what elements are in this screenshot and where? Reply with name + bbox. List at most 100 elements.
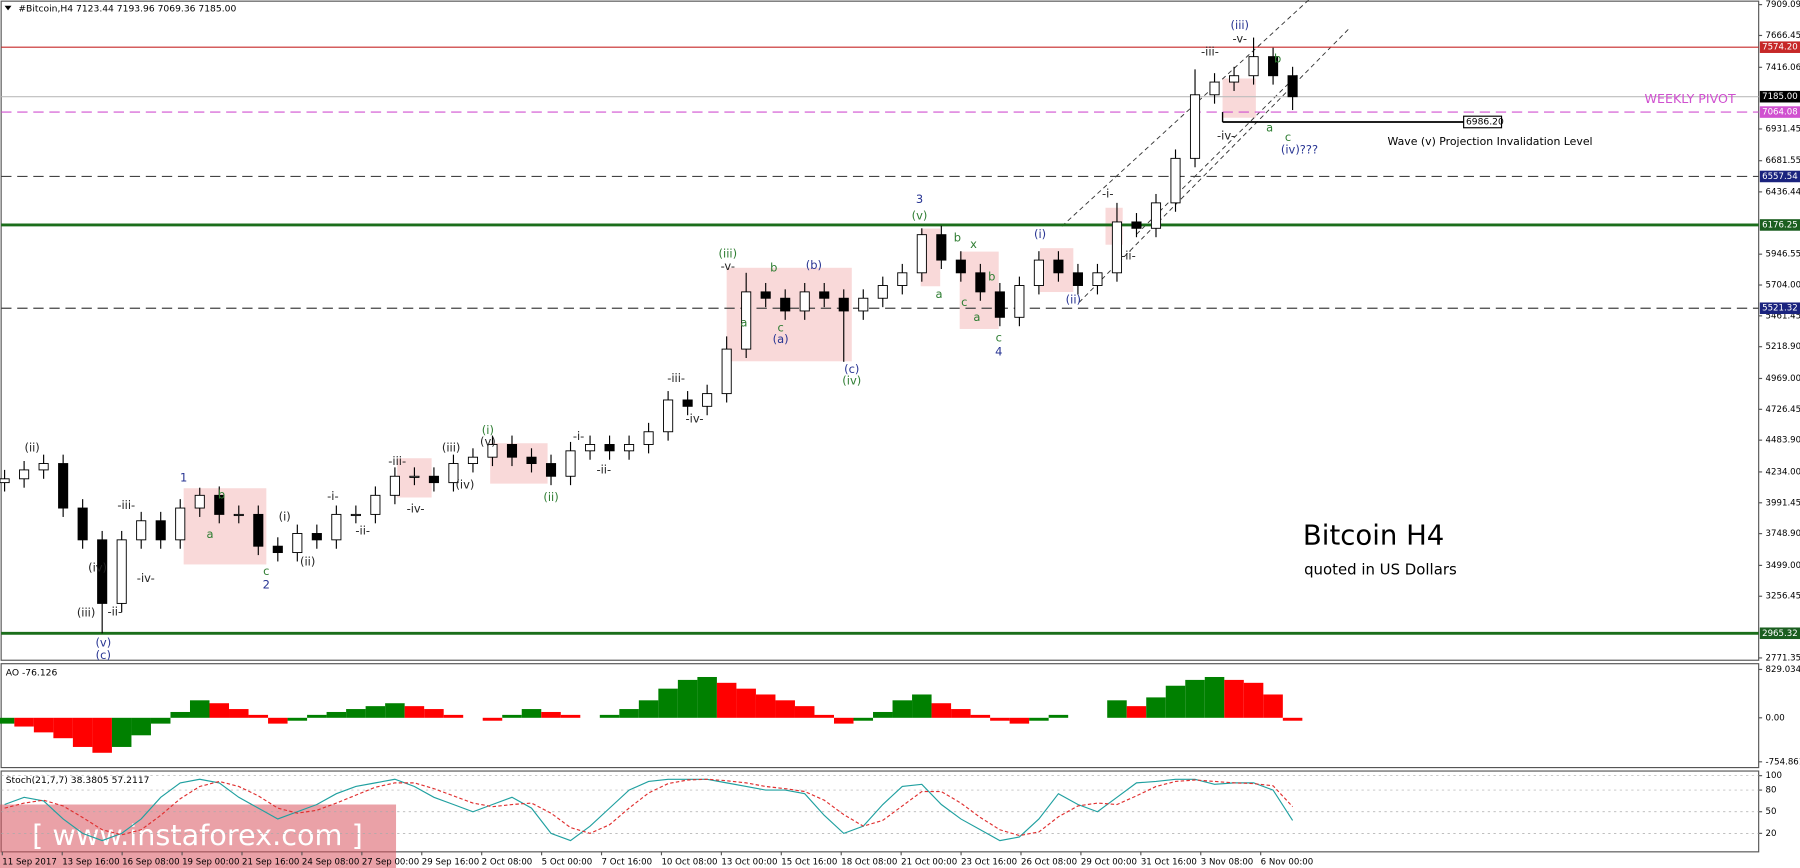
candle-body (214, 494, 225, 515)
ao-bar (111, 717, 132, 747)
candle-body (721, 348, 732, 395)
x-tick-label: 27 Sep 00:00 (362, 858, 419, 868)
candle-body (0, 478, 10, 484)
candle-body (819, 291, 830, 299)
chart-subtitle: quoted in US Dollars (1304, 561, 1457, 579)
wave-label: (ii) (24, 440, 39, 454)
wave-label: (c) (844, 362, 859, 376)
wave-label: b (1274, 51, 1281, 65)
candle-body (253, 513, 264, 547)
candle-body (1287, 75, 1298, 98)
ao-bar (1185, 679, 1205, 718)
candle-body (741, 291, 752, 350)
correction-box (1222, 78, 1256, 118)
candle-body (1189, 94, 1201, 159)
y-tick-label: 4234.00 (1766, 467, 1800, 477)
candle-body (350, 513, 361, 517)
candle-body (77, 507, 88, 541)
wave-label: c (961, 295, 967, 309)
wave-label: -v- (1233, 32, 1247, 46)
ao-bar (53, 717, 73, 739)
candle-body (877, 285, 888, 299)
ao-bar (14, 717, 34, 727)
ao-bar (1029, 717, 1049, 721)
wave-label: -i- (573, 429, 584, 443)
y-tick-label: 50 (1766, 807, 1777, 817)
wave-label: 3 (916, 192, 923, 206)
ao-bar (72, 717, 93, 747)
ao-bar (658, 688, 678, 718)
ao-bar (482, 717, 503, 721)
candle-body (1229, 75, 1240, 83)
wave-label: b (770, 260, 777, 274)
candle-body (1111, 221, 1123, 274)
candle-body (1248, 56, 1259, 77)
ao-bar (150, 717, 171, 724)
x-tick-label: 10 Oct 08:00 (661, 858, 717, 868)
x-tick-label: 24 Sep 08:00 (302, 858, 359, 868)
y-tick-label: 3256.45 (1766, 592, 1800, 602)
wave-label: a (740, 316, 747, 330)
wave-label: (ii) (1066, 293, 1081, 307)
header-arrow (4, 5, 12, 11)
y-tick-label: 20 (1766, 829, 1777, 839)
ao-bar (873, 711, 893, 718)
candle-body (448, 463, 459, 484)
x-tick-label: 15 Oct 16:00 (781, 858, 837, 868)
wave-label: (i) (1034, 227, 1046, 241)
ao-bar (794, 706, 815, 718)
wave-label: -iii- (667, 371, 685, 385)
y-tick-label: 7416.06 (1766, 63, 1800, 73)
y-tick-label: 6931.45 (1766, 124, 1800, 134)
ao-bar (521, 709, 542, 718)
candle-body (1170, 157, 1181, 204)
ao-bar (560, 714, 581, 718)
x-tick-label: 21 Oct 00:00 (901, 858, 957, 868)
wave-label: -i- (1102, 186, 1113, 200)
candle-body (1131, 221, 1142, 229)
candle-body (1092, 272, 1103, 286)
candle-body (194, 494, 205, 509)
candle-body (858, 297, 869, 312)
wave-label: -ii- (107, 604, 122, 618)
indicator-label: Stoch(21,7,7) 38.3805 57.2117 (6, 775, 150, 786)
wave-label: (i) (482, 423, 494, 437)
level-label: 7185.00 (1762, 92, 1798, 102)
y-tick-label: 6436.44 (1766, 187, 1800, 197)
y-tick-label: 7909.09 (1766, 0, 1800, 10)
ao-bar (346, 709, 366, 718)
channel-line (1136, 74, 1298, 235)
chart-header: #Bitcoin,H4 7123.44 7193.96 7069.36 7185… (18, 4, 236, 15)
x-tick-label: 13 Oct 00:00 (721, 858, 777, 868)
ao-bar (1204, 676, 1225, 718)
ao-bar (892, 700, 913, 718)
wave-label: (c) (96, 648, 111, 662)
candle-body (955, 259, 966, 274)
wave-label: -ii- (1121, 249, 1136, 263)
candle-body (975, 272, 986, 293)
ao-bar (209, 703, 230, 718)
ao-bar (0, 717, 15, 724)
invalidation-label: 6986.20 (1466, 116, 1504, 127)
wave-label: c (996, 331, 1002, 345)
ao-bar (385, 703, 405, 718)
ao-bar (92, 717, 112, 753)
candle-body (916, 234, 927, 274)
ao-bar (697, 676, 717, 718)
invalidation-note: Wave (v) Projection Invalidation Level (1388, 135, 1593, 148)
x-tick-label: 3 Nov 08:00 (1201, 858, 1254, 868)
candle-body (702, 393, 713, 407)
level-label: 5521.32 (1762, 304, 1798, 314)
y-tick-label: 829.034 (1766, 665, 1800, 675)
ao-bar (189, 700, 210, 718)
wave-label: 2 (263, 578, 270, 592)
candle-body (272, 545, 283, 554)
wave-label: c (777, 320, 783, 334)
candle-body (155, 520, 166, 541)
ao-bar (1263, 694, 1283, 718)
y-tick-label: 5704.00 (1766, 281, 1800, 291)
y-tick-label: 4969.00 (1766, 374, 1800, 384)
wave-label: b (218, 488, 225, 502)
